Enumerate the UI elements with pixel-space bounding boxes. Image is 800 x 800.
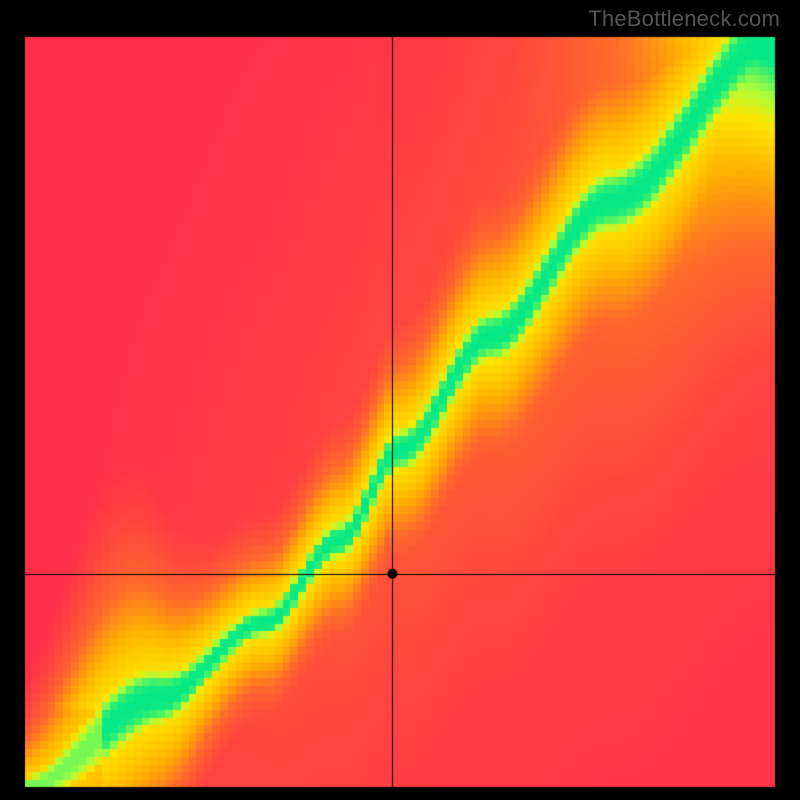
watermark-text: TheBottleneck.com	[588, 6, 780, 32]
chart-container: TheBottleneck.com	[0, 0, 800, 800]
bottleneck-heatmap	[0, 0, 800, 800]
